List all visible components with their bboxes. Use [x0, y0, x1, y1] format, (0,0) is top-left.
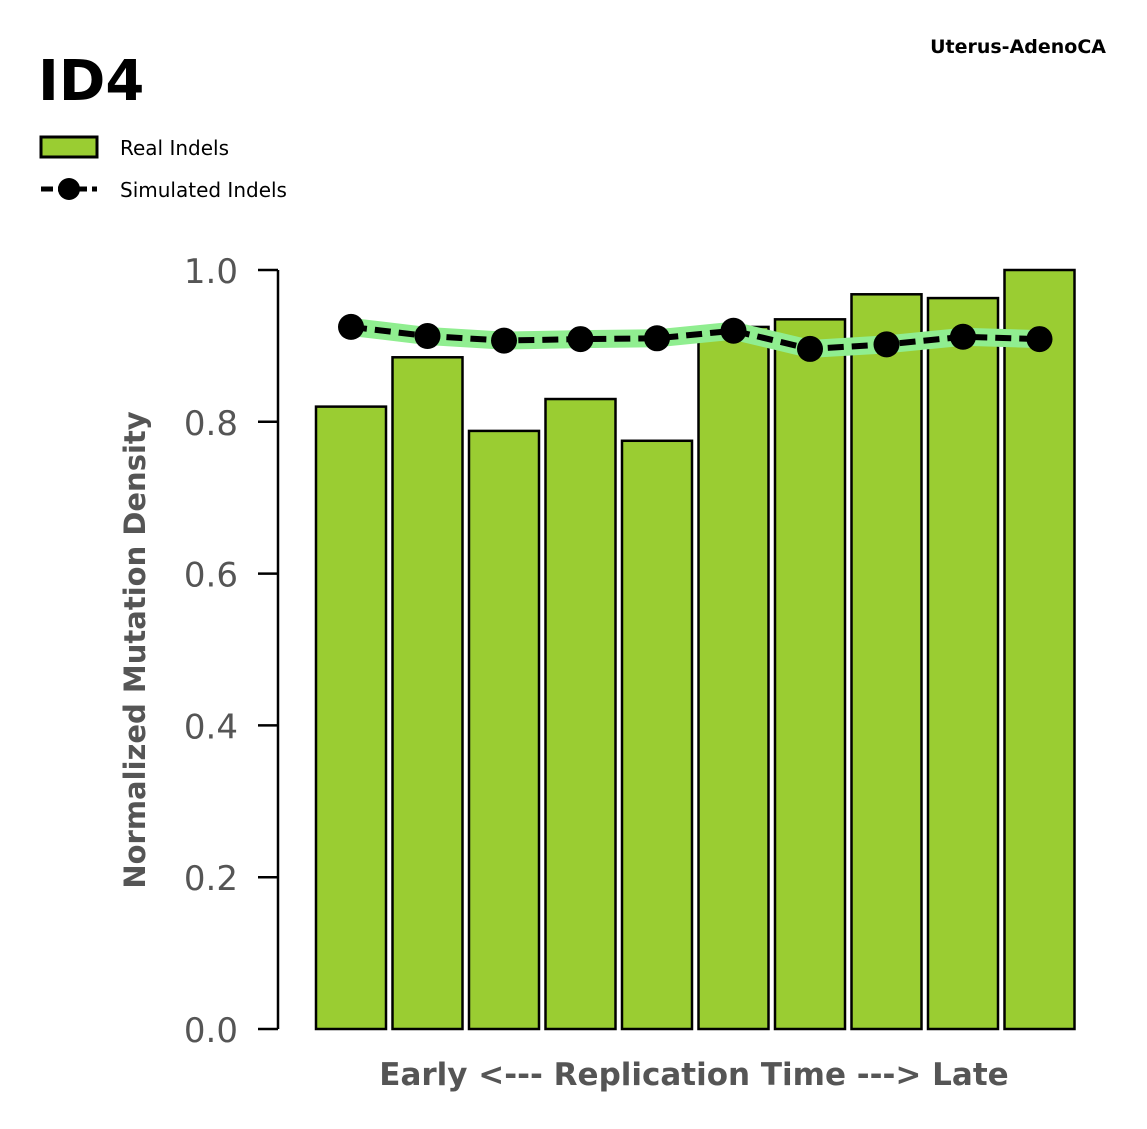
bar-real-indels	[697, 325, 770, 1031]
bar-real-indels	[467, 429, 541, 1031]
x-axis-label: Early <--- Replication Time ---> Late	[379, 1057, 1008, 1093]
bar-group	[314, 268, 1076, 1031]
legend-marker-simulated-indels	[58, 178, 80, 200]
bar-real-indels	[314, 405, 388, 1031]
legend-label-simulated-indels: Simulated Indels	[120, 178, 287, 202]
simulated-point	[950, 323, 976, 350]
legend-label-real-indels: Real Indels	[120, 136, 229, 160]
simulated-point	[873, 331, 900, 358]
legend-swatch-real-indels	[39, 135, 99, 159]
bar-real-indels	[1003, 268, 1076, 1031]
simulated-point	[644, 325, 670, 352]
y-tick-label: 0.4	[184, 707, 238, 747]
bar-real-indels	[850, 293, 923, 1031]
simulated-point	[797, 335, 823, 362]
bar-real-indels	[773, 318, 847, 1031]
simulated-point	[414, 323, 441, 350]
bar-real-indels	[391, 356, 464, 1031]
chart-subtitle: Uterus-AdenoCA	[930, 36, 1106, 58]
simulated-point	[491, 327, 517, 354]
y-tick-label: 1.0	[184, 252, 238, 292]
simulated-point	[1026, 326, 1053, 353]
y-tick-label: 0.6	[184, 556, 238, 596]
simulated-point	[720, 317, 747, 344]
y-tick-label: 0.8	[184, 404, 238, 444]
bar-real-indels	[544, 397, 617, 1031]
simulated-point	[338, 313, 364, 340]
simulated-line-group	[338, 313, 1053, 362]
simulated-point	[567, 326, 594, 353]
y-tick-label: 0.0	[184, 1011, 238, 1051]
bar-real-indels	[926, 296, 1000, 1031]
y-tick-label: 0.2	[184, 859, 238, 899]
y-axis-ticks: 0.0 0.2 0.4 0.6 0.8 1.0	[184, 252, 278, 1051]
legend: Real Indels Simulated Indels	[39, 135, 287, 202]
chart-title: ID4	[38, 49, 144, 114]
simulated-line	[350, 323, 1040, 352]
bar-real-indels	[620, 439, 694, 1031]
y-axis-label: Normalized Mutation Density	[118, 411, 152, 888]
